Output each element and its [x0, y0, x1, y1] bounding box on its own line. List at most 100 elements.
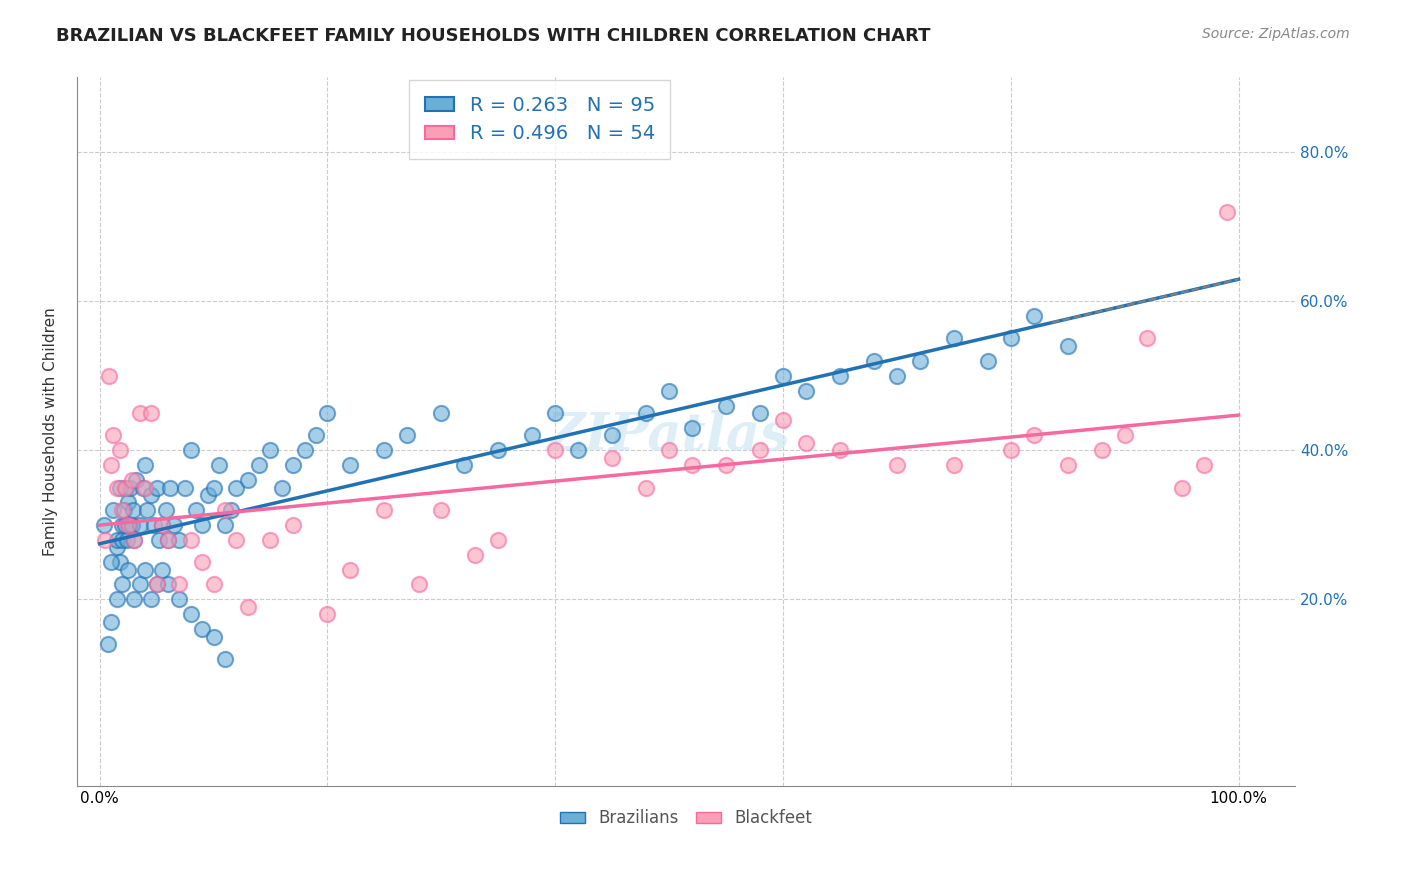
Point	[128, 517, 150, 532]
Point	[373, 443, 395, 458]
Point	[145, 577, 167, 591]
Point	[522, 428, 544, 442]
Point	[977, 353, 1000, 368]
Point	[121, 473, 143, 487]
Point	[658, 384, 681, 398]
Point	[186, 503, 208, 517]
Point	[1056, 339, 1078, 353]
Point	[339, 458, 361, 472]
Point	[294, 443, 316, 458]
Point	[139, 592, 162, 607]
Point	[214, 503, 236, 517]
Point	[305, 428, 328, 442]
Point	[122, 533, 145, 547]
Text: Source: ZipAtlas.com: Source: ZipAtlas.com	[1202, 27, 1350, 41]
Point	[600, 428, 623, 442]
Point	[100, 615, 122, 629]
Point	[97, 368, 120, 383]
Point	[100, 555, 122, 569]
Point	[794, 435, 817, 450]
Point	[408, 577, 430, 591]
Point	[681, 421, 703, 435]
Point	[942, 458, 965, 472]
Point	[236, 599, 259, 614]
Point	[214, 652, 236, 666]
Point	[1000, 331, 1022, 345]
Point	[136, 503, 159, 517]
Point	[139, 406, 162, 420]
Point	[283, 517, 305, 532]
Point	[202, 577, 225, 591]
Point	[191, 555, 214, 569]
Point	[202, 630, 225, 644]
Point	[1022, 428, 1045, 442]
Point	[128, 577, 150, 591]
Point	[134, 458, 156, 472]
Point	[111, 517, 134, 532]
Legend: Brazilians, Blackfeet: Brazilians, Blackfeet	[554, 803, 818, 834]
Point	[121, 503, 143, 517]
Point	[163, 517, 186, 532]
Point	[97, 637, 120, 651]
Point	[150, 563, 173, 577]
Point	[132, 481, 155, 495]
Point	[247, 458, 270, 472]
Point	[117, 517, 139, 532]
Point	[863, 353, 886, 368]
Point	[122, 592, 145, 607]
Point	[486, 443, 509, 458]
Point	[749, 443, 772, 458]
Point	[283, 458, 305, 472]
Point	[396, 428, 419, 442]
Point	[772, 413, 794, 427]
Point	[1091, 443, 1114, 458]
Point	[155, 503, 177, 517]
Point	[108, 443, 131, 458]
Point	[430, 406, 453, 420]
Point	[134, 563, 156, 577]
Point	[148, 533, 170, 547]
Point	[191, 517, 214, 532]
Text: ZIPatlas: ZIPatlas	[547, 409, 792, 461]
Point	[1114, 428, 1136, 442]
Point	[118, 517, 141, 532]
Point	[270, 481, 292, 495]
Point	[658, 443, 681, 458]
Point	[111, 533, 134, 547]
Point	[453, 458, 475, 472]
Point	[219, 503, 242, 517]
Point	[544, 443, 567, 458]
Point	[208, 458, 231, 472]
Point	[1056, 458, 1078, 472]
Point	[636, 406, 658, 420]
Point	[202, 481, 225, 495]
Point	[159, 481, 181, 495]
Point	[169, 533, 191, 547]
Point	[128, 406, 150, 420]
Point	[105, 592, 128, 607]
Point	[134, 481, 156, 495]
Point	[464, 548, 486, 562]
Point	[115, 481, 138, 495]
Point	[120, 481, 142, 495]
Point	[169, 592, 191, 607]
Point	[908, 353, 931, 368]
Point	[942, 331, 965, 345]
Point	[117, 563, 139, 577]
Point	[259, 533, 281, 547]
Point	[567, 443, 589, 458]
Point	[486, 533, 509, 547]
Point	[125, 473, 148, 487]
Y-axis label: Family Households with Children: Family Households with Children	[44, 307, 58, 556]
Point	[339, 563, 361, 577]
Point	[772, 368, 794, 383]
Point	[191, 622, 214, 636]
Point	[197, 488, 219, 502]
Point	[636, 481, 658, 495]
Point	[115, 533, 138, 547]
Point	[143, 517, 166, 532]
Point	[145, 577, 167, 591]
Point	[108, 555, 131, 569]
Point	[1170, 481, 1192, 495]
Point	[156, 533, 179, 547]
